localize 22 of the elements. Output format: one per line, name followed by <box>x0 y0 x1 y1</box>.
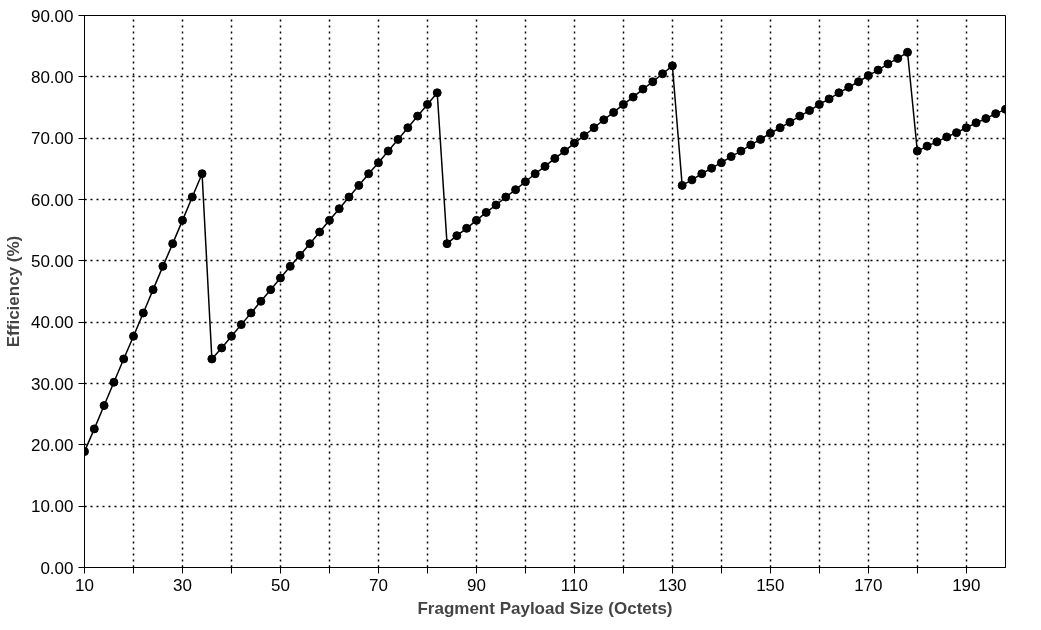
y-tick-label: 20.00 <box>30 435 74 455</box>
y-tick-label: 30.00 <box>30 374 74 394</box>
x-tick-label: 90 <box>466 575 486 595</box>
x-tick-label: 50 <box>271 575 290 595</box>
y-axis-title: Efficiency (%) <box>3 235 23 348</box>
x-tick-label: 170 <box>854 575 883 595</box>
x-axis-title: Fragment Payload Size (Octets) <box>417 598 673 618</box>
x-tick-label: 190 <box>952 575 981 595</box>
y-tick-label: 70.00 <box>30 129 74 149</box>
y-tick-label: 50.00 <box>30 251 74 271</box>
x-tick-label: 110 <box>560 575 588 595</box>
y-tick-label: 90.00 <box>30 6 74 26</box>
x-tick-label: 150 <box>756 575 785 595</box>
y-tick-label: 10.00 <box>30 497 74 517</box>
y-tick-label: 80.00 <box>30 67 74 87</box>
x-tick-label: 30 <box>173 575 192 595</box>
x-tick-label: 10 <box>75 575 94 595</box>
y-tick-label: 0.00 <box>40 558 74 578</box>
y-tick-label: 60.00 <box>30 190 74 210</box>
y-tick-label: 40.00 <box>30 313 74 333</box>
x-tick-label: 130 <box>658 575 687 595</box>
x-tick-label: 70 <box>368 575 388 595</box>
